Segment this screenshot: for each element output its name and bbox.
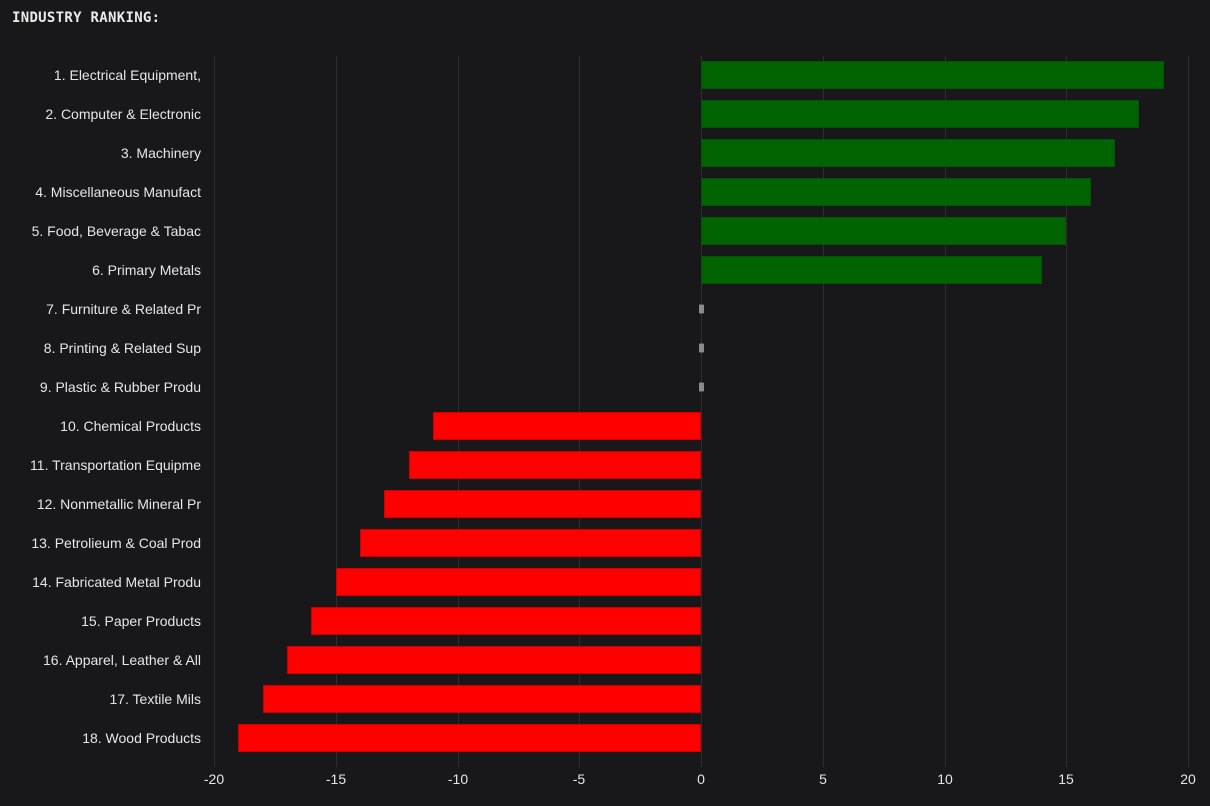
category-label: 7. Furniture & Related Pr (46, 301, 201, 317)
gridline (701, 56, 702, 767)
gridline (1066, 56, 1067, 767)
category-label: 9. Plastic & Rubber Produ (39, 379, 201, 395)
x-tick-label: -15 (325, 771, 347, 787)
bar (287, 646, 701, 674)
bar (262, 685, 701, 713)
category-label: 5. Food, Beverage & Tabac (31, 223, 201, 239)
gridline (458, 56, 459, 767)
bar (699, 343, 704, 353)
gridline (579, 56, 580, 767)
category-label: 11. Transportation Equipme (30, 457, 201, 473)
bar (384, 490, 701, 518)
bar (701, 61, 1164, 89)
x-tick-label: -5 (572, 771, 586, 787)
category-label: 2. Computer & Electronic (45, 106, 201, 122)
category-label: 4. Miscellaneous Manufact (35, 184, 201, 200)
gridline (823, 56, 824, 767)
bar (433, 412, 701, 440)
x-tick-label: 0 (697, 771, 705, 787)
x-tick-label: 10 (937, 771, 953, 787)
x-tick-label: 5 (819, 771, 827, 787)
gridline (945, 56, 946, 767)
x-tick-label: 15 (1058, 771, 1074, 787)
category-label: 14. Fabricated Metal Produ (32, 574, 201, 590)
category-label: 18. Wood Products (82, 730, 201, 746)
category-label: 12. Nonmetallic Mineral Pr (36, 496, 201, 512)
bar (335, 568, 701, 596)
bar (699, 304, 704, 314)
bar (238, 724, 701, 752)
category-label: 13. Petrolieum & Coal Prod (31, 535, 201, 551)
bar (701, 139, 1115, 167)
bar (360, 529, 701, 557)
chart-title: INDUSTRY RANKING: (12, 10, 161, 26)
category-label: 15. Paper Products (81, 613, 201, 629)
category-label: 3. Machinery (120, 145, 201, 161)
category-label: 17. Textile Mils (109, 691, 201, 707)
bar (701, 178, 1091, 206)
bar (701, 100, 1140, 128)
gridline (336, 56, 337, 767)
category-label: 10. Chemical Products (60, 418, 201, 434)
category-label: 8. Printing & Related Sup (43, 340, 201, 356)
gridline (1188, 56, 1189, 767)
x-tick-label: 20 (1180, 771, 1196, 787)
bar (701, 256, 1042, 284)
bar (408, 451, 701, 479)
bar (699, 382, 704, 392)
category-label: 6. Primary Metals (92, 262, 201, 278)
gridline (214, 56, 215, 767)
x-tick-label: -20 (203, 771, 225, 787)
bar (701, 217, 1067, 245)
bar (311, 607, 701, 635)
x-tick-label: -10 (447, 771, 469, 787)
category-label: 16. Apparel, Leather & All (43, 652, 201, 668)
category-label: 1. Electrical Equipment, (53, 67, 201, 83)
